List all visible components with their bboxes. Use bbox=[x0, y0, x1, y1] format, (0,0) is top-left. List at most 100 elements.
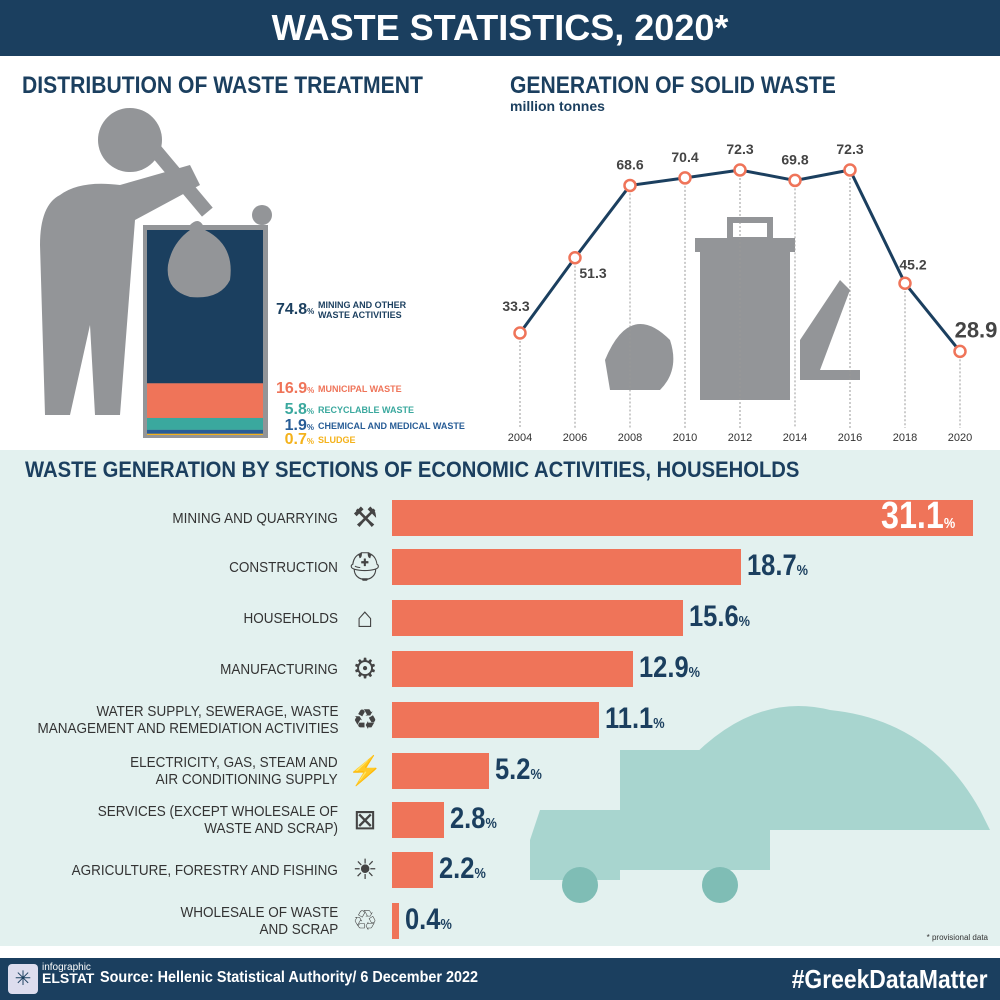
hashtag: #GreekDataMatter bbox=[792, 964, 988, 994]
category-label: MINING AND QUARRYING bbox=[172, 509, 338, 527]
year-tick-label: 2014 bbox=[783, 432, 807, 444]
bar bbox=[392, 549, 742, 585]
bar bbox=[392, 600, 684, 636]
trash-bag-icon bbox=[167, 221, 231, 298]
bar-value-label: 18.7% bbox=[747, 549, 809, 582]
house-family-icon: ⌂ bbox=[356, 602, 374, 633]
stack-segment bbox=[147, 417, 263, 430]
data-point bbox=[953, 344, 967, 359]
bar bbox=[392, 903, 400, 939]
treatment-title: DISTRIBUTION OF WASTE TREATMENT bbox=[22, 72, 423, 99]
data-label: 68.6 bbox=[616, 156, 643, 172]
plant-sun-icon: ☀ bbox=[352, 854, 378, 885]
solid-waste-line-chart: 2004 2006 2008 2010 2012 2014 2016 2018 2020 33.3… bbox=[502, 141, 998, 444]
category-label: WHOLESALE OF WASTE AND SCRAP bbox=[180, 904, 338, 938]
bar bbox=[392, 500, 973, 536]
legend-label: MUNICIPAL WASTE bbox=[318, 383, 402, 394]
data-point bbox=[623, 178, 637, 193]
data-label: 72.3 bbox=[726, 141, 753, 157]
year-tick-label: 2020 bbox=[948, 432, 972, 444]
bar bbox=[392, 753, 490, 789]
data-point bbox=[513, 326, 527, 340]
year-tick-label: 2008 bbox=[618, 432, 642, 444]
data-label: 51.3 bbox=[579, 265, 606, 281]
sections-title: WASTE GENERATION BY SECTIONS OF ECONOMIC… bbox=[25, 457, 800, 482]
garbage-can-illustration bbox=[605, 217, 860, 400]
category-label: HOUSEHOLDS bbox=[243, 609, 338, 627]
legend-label: MINING AND OTHER WASTE ACTIVITIES bbox=[318, 300, 407, 320]
waste-treatment-stacked-bar bbox=[147, 230, 263, 435]
year-tick-label: 2012 bbox=[728, 432, 752, 444]
data-label: 45.2 bbox=[899, 256, 926, 272]
data-point bbox=[733, 163, 747, 177]
bar-value-label: 12.9% bbox=[638, 651, 700, 684]
category-label: WATER SUPPLY, SEWERAGE, WASTE MANAGEMENT … bbox=[36, 703, 338, 737]
legend-value: 1.9% bbox=[284, 417, 314, 434]
bar-value-label: 15.6% bbox=[689, 600, 751, 633]
garbage-truck-landfill-illustration bbox=[530, 706, 990, 903]
legend-value: 5.8% bbox=[284, 401, 314, 418]
generation-title: GENERATION OF SOLID WASTE bbox=[510, 72, 836, 99]
data-label: 69.8 bbox=[781, 151, 808, 167]
bar bbox=[392, 702, 600, 738]
data-point bbox=[898, 276, 912, 291]
legend-label: SLUDGE bbox=[318, 434, 356, 445]
legend-label: RECYCLABLE WASTE bbox=[318, 404, 415, 415]
bar bbox=[392, 651, 633, 687]
legend-value: 74.8% bbox=[276, 301, 315, 319]
category-label: SERVICES (EXCEPT WHOLESALE OF WASTE AND S… bbox=[97, 803, 338, 837]
legend-item: 16.9% MUNICIPAL WASTE bbox=[276, 380, 402, 398]
bar-value-label: 2.2% bbox=[439, 852, 486, 885]
gears-icon: ⚙ bbox=[352, 653, 378, 684]
year-tick-label: 2010 bbox=[673, 432, 697, 444]
year-tick-label: 2016 bbox=[838, 432, 862, 444]
bar bbox=[392, 802, 445, 838]
elstat-logo-icon: ✳ bbox=[8, 964, 38, 994]
legend-label: CHEMICAL AND MEDICAL WASTE bbox=[318, 420, 465, 431]
data-label: 72.3 bbox=[836, 141, 863, 157]
year-tick-label: 2006 bbox=[563, 432, 587, 444]
data-label: 70.4 bbox=[671, 149, 698, 165]
category-label: MANUFACTURING bbox=[220, 660, 338, 678]
legend-value: 16.9% bbox=[276, 380, 315, 397]
provisional-note: * provisional data bbox=[926, 933, 988, 942]
logo-bottom: ELSTAT bbox=[42, 970, 95, 986]
stack-segment bbox=[147, 429, 263, 434]
footer: ✳ infographic ELSTAT Source: Hellenic Sta… bbox=[0, 958, 1000, 1000]
bar-value-label: 0.4% bbox=[405, 903, 453, 936]
bar bbox=[392, 852, 434, 888]
bar-value-label: 31.1% bbox=[880, 495, 956, 537]
source-text: Source: Hellenic Statistical Authority/ … bbox=[100, 969, 479, 986]
bin-gear-icon: ♻ bbox=[352, 704, 378, 735]
factory-icon: ⚡ bbox=[347, 755, 383, 786]
data-point bbox=[843, 163, 857, 177]
generation-subtitle: million tonnes bbox=[510, 98, 605, 114]
data-point bbox=[788, 173, 802, 188]
legend-value: 0.7% bbox=[284, 431, 314, 448]
hardhat-wrench-icon: ⛑ bbox=[347, 551, 383, 582]
bar-value-label: 2.8% bbox=[450, 802, 498, 835]
bar-value-label: 11.1% bbox=[605, 702, 665, 735]
page-title: WASTE STATISTICS, 2020* bbox=[0, 0, 1000, 56]
year-tick-label: 2018 bbox=[893, 432, 917, 444]
pickaxe-icon: ⚒ bbox=[352, 502, 378, 533]
legend-item: 0.7% SLUDGE bbox=[276, 431, 356, 449]
bar-value-label: 5.2% bbox=[495, 753, 542, 786]
data-point bbox=[678, 171, 692, 185]
crossed-bin-icon: ⊠ bbox=[353, 804, 377, 835]
data-label: 33.3 bbox=[502, 298, 529, 314]
bin-recycle-icon: ♲ bbox=[352, 905, 378, 936]
data-label: 28.9 bbox=[955, 317, 998, 342]
legend-item: 74.8%MINING AND OTHER WASTE ACTIVITIES bbox=[276, 300, 428, 320]
category-label: ELECTRICITY, GAS, STEAM AND AIR CONDITION… bbox=[130, 754, 338, 788]
year-tick-label: 2004 bbox=[508, 432, 532, 444]
data-point bbox=[568, 251, 582, 265]
stack-segment bbox=[147, 383, 263, 418]
legend-item: 1.9% CHEMICAL AND MEDICAL WASTE bbox=[276, 417, 465, 435]
legend-item: 5.8% RECYCLABLE WASTE bbox=[276, 401, 414, 419]
stack-segment bbox=[147, 433, 263, 435]
category-label: AGRICULTURE, FORESTRY AND FISHING bbox=[71, 861, 338, 879]
category-label: CONSTRUCTION bbox=[229, 558, 338, 576]
logo-text: infographic ELSTAT bbox=[42, 962, 95, 986]
logo-top: infographic bbox=[42, 962, 91, 973]
